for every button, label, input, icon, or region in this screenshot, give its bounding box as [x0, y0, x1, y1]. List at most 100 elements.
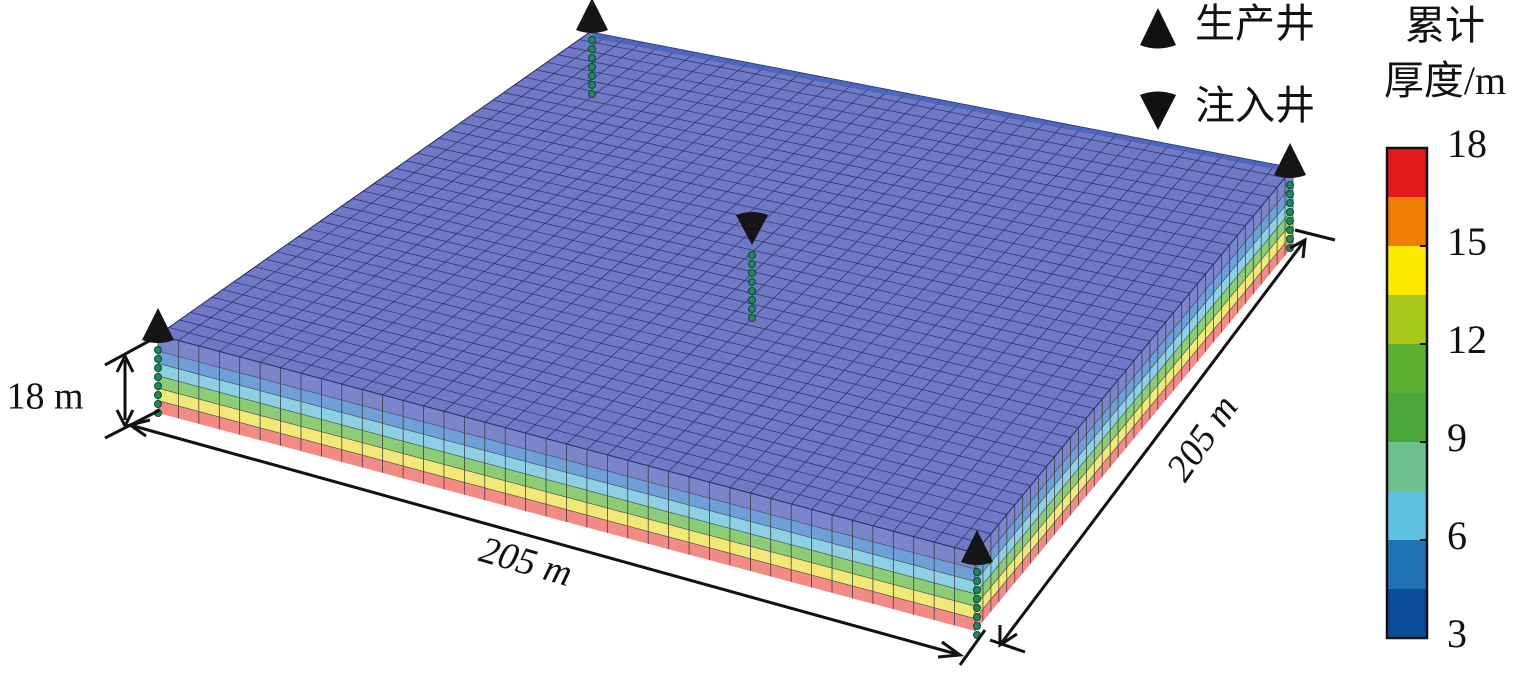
top-grid — [568, 46, 1278, 188]
colorbar-tick-label: 15 — [1447, 219, 1487, 264]
colorbar-tick-label: 3 — [1447, 611, 1467, 656]
colorbar-segment — [1387, 589, 1427, 638]
side-grid — [974, 221, 1294, 607]
top-grid — [688, 120, 1048, 477]
top-grid — [492, 99, 1222, 255]
wells — [142, 0, 1306, 639]
producer-well — [961, 530, 993, 565]
well-node — [748, 278, 756, 286]
top-grid — [546, 61, 1262, 207]
well-node — [1286, 199, 1294, 207]
well-node — [748, 287, 756, 295]
side-grid — [974, 233, 1294, 619]
well-node — [973, 613, 981, 621]
colorbar-segment — [1387, 246, 1427, 295]
producer-well — [142, 308, 174, 343]
injector-well — [736, 212, 768, 245]
well-node — [748, 314, 756, 322]
well-node — [973, 595, 981, 603]
colorbar-tick-label: 9 — [1447, 415, 1467, 460]
top-grid — [460, 122, 1198, 284]
top-grid — [417, 152, 1166, 323]
top-grid — [427, 145, 1174, 313]
well-node — [588, 90, 596, 98]
well-node — [588, 45, 596, 53]
well-node — [588, 36, 596, 44]
well-node — [1286, 190, 1294, 198]
side-grid — [157, 400, 976, 619]
side-grid — [974, 183, 1294, 570]
colorbar-segment — [1387, 148, 1427, 197]
side-grid — [974, 208, 1294, 594]
colorbar-segment — [1387, 295, 1427, 344]
dimension-lines — [104, 228, 1336, 666]
well-node — [1286, 208, 1294, 216]
colorbar-tick-label: 18 — [1447, 121, 1487, 166]
top-grid — [750, 130, 1100, 494]
top-grid — [586, 103, 960, 450]
well-node — [1286, 181, 1294, 189]
injector-icon — [1140, 91, 1176, 130]
top-grid — [852, 147, 1188, 521]
top-grid — [647, 113, 1013, 467]
top-grid — [954, 164, 1276, 548]
producer-icon — [1140, 8, 1176, 49]
top-edge-strip — [590, 32, 1293, 171]
top-grid — [514, 84, 1238, 236]
colorbar-segment — [1387, 344, 1427, 393]
top-grid — [790, 137, 1136, 505]
colorbar-title: 累计 — [1405, 3, 1485, 48]
colorbar-frame — [1385, 146, 1429, 640]
top-grid — [449, 130, 1190, 294]
well-node — [973, 622, 981, 630]
well-node — [748, 269, 756, 277]
well-node — [748, 251, 756, 259]
side-grid — [157, 387, 976, 607]
producer-well — [1274, 143, 1306, 178]
well-node — [154, 382, 162, 390]
well-node — [154, 364, 162, 372]
well-node — [748, 296, 756, 304]
side-grid — [157, 363, 976, 582]
width-label: 205 m — [1158, 388, 1246, 489]
colorbar: 3 6 9 12 15 18 — [1385, 121, 1487, 656]
well-node — [154, 346, 162, 354]
top-grid — [525, 77, 1246, 227]
top-grid — [770, 133, 1118, 499]
well-node — [588, 63, 596, 71]
side-grid — [157, 350, 976, 570]
well-node — [154, 391, 162, 399]
top-grid — [471, 114, 1206, 275]
well-node — [1286, 217, 1294, 225]
well-node — [973, 577, 981, 585]
colorbar-tick-label: 12 — [1447, 317, 1487, 362]
well-node — [588, 72, 596, 80]
top-grid — [913, 157, 1241, 537]
top-grid — [668, 116, 1030, 472]
thickness-label: 18 m — [6, 376, 83, 418]
top-grid — [557, 54, 1270, 198]
well-node — [588, 81, 596, 89]
well-node — [1286, 235, 1294, 243]
top-grid — [831, 143, 1171, 516]
top-grid — [709, 123, 1065, 483]
well-node — [154, 400, 162, 408]
injector-label: 注入井 — [1195, 83, 1315, 128]
length-label: 205 m — [475, 529, 577, 595]
producer-label: 生产井 — [1195, 1, 1315, 46]
colorbar-segment — [1387, 197, 1427, 246]
top-grid — [729, 126, 1083, 488]
reservoir-block — [156, 31, 1294, 631]
top-grid — [503, 92, 1230, 246]
producer-well — [576, 0, 608, 33]
top-grid — [893, 154, 1223, 532]
well-node — [748, 305, 756, 313]
well-node — [588, 54, 596, 62]
top-grid — [395, 168, 1150, 342]
colorbar-segment — [1387, 491, 1427, 540]
top-grid — [481, 107, 1214, 265]
top-grid — [974, 167, 1294, 554]
colorbar-segment — [1387, 540, 1427, 589]
